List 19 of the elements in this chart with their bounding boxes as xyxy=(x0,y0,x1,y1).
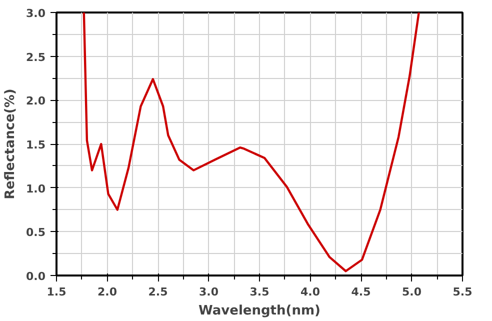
y-tick-label: 0.5 xyxy=(26,226,46,240)
y-axis-title: Reflectance(%) xyxy=(3,88,18,200)
x-tick-label: 4.0 xyxy=(300,286,320,298)
y-tick-label: 2.0 xyxy=(26,94,46,108)
y-tick-label: 0.0 xyxy=(26,270,46,283)
x-tick-label: 1.5 xyxy=(46,286,66,298)
x-tick-label: 2.5 xyxy=(148,286,168,298)
x-tick-label: 4.5 xyxy=(351,286,371,298)
x-tick-label: 5.5 xyxy=(452,286,472,298)
y-tick-label: 3.0 xyxy=(26,7,46,20)
line-series xyxy=(82,12,420,272)
y-tick-label: 2.5 xyxy=(26,50,46,64)
x-tick-label: 5.0 xyxy=(402,286,422,298)
y-tick-label: 1.0 xyxy=(26,182,46,196)
y-tick-label: 1.5 xyxy=(26,138,46,152)
x-tick-label: 3.5 xyxy=(250,286,270,298)
x-tick-label: 2.0 xyxy=(98,286,118,298)
x-tick-label: 3.0 xyxy=(199,286,219,298)
x-axis-title: Wavelength(nm) xyxy=(198,304,320,318)
